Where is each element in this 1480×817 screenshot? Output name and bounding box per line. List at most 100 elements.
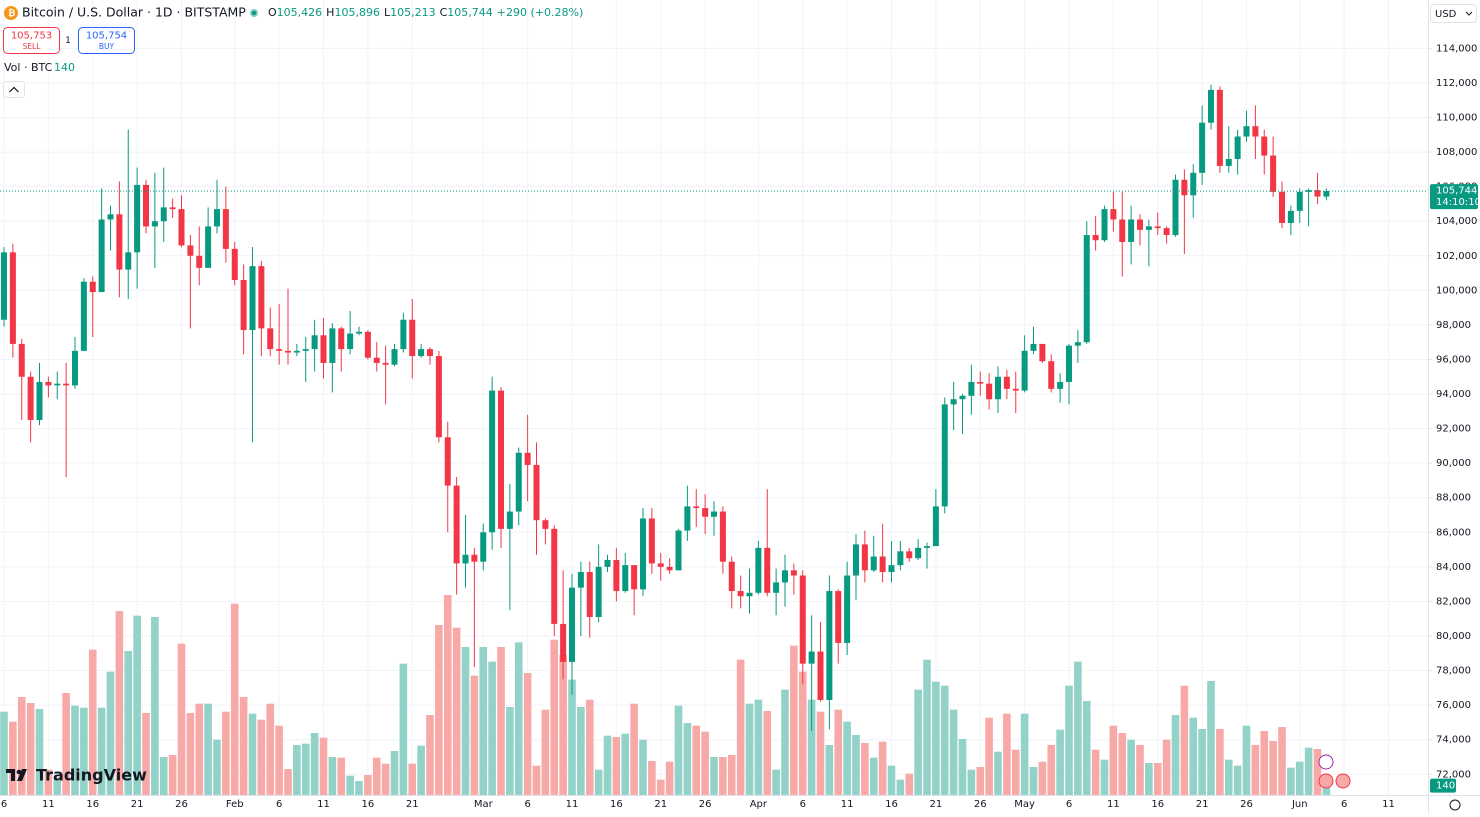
candle-body xyxy=(435,356,442,438)
volume-bar xyxy=(1313,749,1322,795)
settings-icon[interactable] xyxy=(1449,799,1461,811)
y-tick-label: 112,000 xyxy=(1436,78,1477,89)
x-tick-label: 26 xyxy=(699,799,712,810)
candle-body xyxy=(1101,209,1108,241)
volume-bar xyxy=(798,671,807,795)
volume-bar xyxy=(461,647,470,795)
candle-body xyxy=(631,565,638,590)
volume-bar xyxy=(1260,731,1269,795)
candle-body xyxy=(861,544,868,571)
candle-body xyxy=(826,591,833,700)
volume-bar xyxy=(914,689,922,795)
volume-bar xyxy=(222,711,230,795)
volume-bar xyxy=(568,679,576,795)
volume-bar xyxy=(248,713,257,795)
candle-body xyxy=(595,566,602,617)
candle-body xyxy=(515,452,522,512)
x-tick-label: 6 xyxy=(276,799,282,810)
currency-button[interactable] xyxy=(1430,4,1477,23)
ohlc-key: C xyxy=(440,6,448,19)
candle-body xyxy=(790,570,797,576)
candle-body xyxy=(409,319,416,357)
volume-bar xyxy=(1029,767,1038,795)
last-price-label: 105,744 xyxy=(1436,186,1477,197)
volume-bar xyxy=(603,735,612,795)
volume-bar xyxy=(1011,749,1020,795)
candle-body xyxy=(249,266,256,331)
collapse-icon xyxy=(9,86,19,93)
y-tick-label: 80,000 xyxy=(1436,631,1471,642)
candle-body xyxy=(1039,343,1046,362)
candle-body xyxy=(1270,155,1277,192)
event-icon[interactable] xyxy=(1335,773,1351,789)
volume-bar xyxy=(346,775,354,795)
y-tick-label: 84,000 xyxy=(1436,562,1471,573)
x-tick-label: 11 xyxy=(1382,799,1395,810)
candle-body xyxy=(906,551,913,559)
x-tick-label: 21 xyxy=(654,799,667,810)
candle-body xyxy=(711,511,717,517)
volume-bar xyxy=(452,627,461,795)
candle-body xyxy=(347,333,354,350)
candle-body xyxy=(258,266,265,329)
candle-body xyxy=(1057,381,1064,389)
candle-body xyxy=(746,592,753,597)
candle-body xyxy=(524,452,531,465)
y-tick-label: 92,000 xyxy=(1436,424,1471,435)
volume-bar xyxy=(1304,747,1313,795)
brand-name: TradingView xyxy=(36,766,147,785)
y-tick-label: 86,000 xyxy=(1436,527,1471,538)
volume-last-box xyxy=(1430,778,1456,793)
volume-bar xyxy=(745,703,754,795)
candle-body xyxy=(1279,191,1285,223)
x-tick-label: 11 xyxy=(1107,799,1120,810)
sell-button[interactable] xyxy=(3,27,60,54)
y-tick-label: 96,000 xyxy=(1436,354,1471,365)
y-tick-label: 88,000 xyxy=(1436,493,1471,504)
y-tick-label: 72,000 xyxy=(1436,769,1471,780)
event-icon[interactable] xyxy=(1318,773,1334,789)
volume-bar xyxy=(106,671,115,795)
candle-body xyxy=(755,547,762,593)
volume-bar xyxy=(1171,715,1180,795)
buy-button[interactable] xyxy=(78,27,135,54)
volume-bar xyxy=(124,651,133,795)
volume-bar xyxy=(133,615,141,795)
volume-bar xyxy=(1189,717,1198,795)
candle-body xyxy=(897,551,904,566)
candle-body xyxy=(302,349,309,351)
candle-body xyxy=(986,383,993,400)
market-status-dot xyxy=(251,10,257,16)
y-tick-label: 114,000 xyxy=(1436,43,1477,54)
candle-body xyxy=(648,518,655,564)
candle-body xyxy=(1066,345,1072,382)
event-icon[interactable] xyxy=(1318,754,1334,770)
volume-bar xyxy=(1145,763,1153,795)
volume-bar xyxy=(44,769,53,795)
currency: USD xyxy=(1435,9,1457,20)
volume-bar xyxy=(479,647,488,795)
volume-bar xyxy=(887,765,896,795)
volume-bar xyxy=(506,707,514,795)
volume-bar xyxy=(213,739,221,795)
volume-bar xyxy=(470,675,479,795)
volume-bar xyxy=(790,645,798,795)
candle-body xyxy=(1225,159,1232,166)
volume-bar xyxy=(1136,745,1144,795)
volume-bar xyxy=(932,681,940,795)
candle-body xyxy=(329,328,336,363)
brand-logo[interactable]: TradingView xyxy=(6,766,147,785)
volume-bar xyxy=(1091,749,1100,795)
volume-legend-value: 140 xyxy=(54,61,75,74)
volume-bar xyxy=(949,709,958,795)
buy-price: 105,754 xyxy=(86,31,127,42)
volume-bar xyxy=(239,697,248,795)
candle-body xyxy=(240,279,247,331)
volume-bar xyxy=(1207,681,1215,795)
candle-body xyxy=(205,226,212,268)
candle-body xyxy=(1110,209,1117,220)
symbol-title[interactable]: Bitcoin / U.S. Dollar · 1D · BITSTAMP xyxy=(22,5,246,20)
candle-body xyxy=(1145,226,1152,230)
collapse-button[interactable] xyxy=(3,81,25,98)
y-tick-label: 108,000 xyxy=(1436,147,1477,158)
